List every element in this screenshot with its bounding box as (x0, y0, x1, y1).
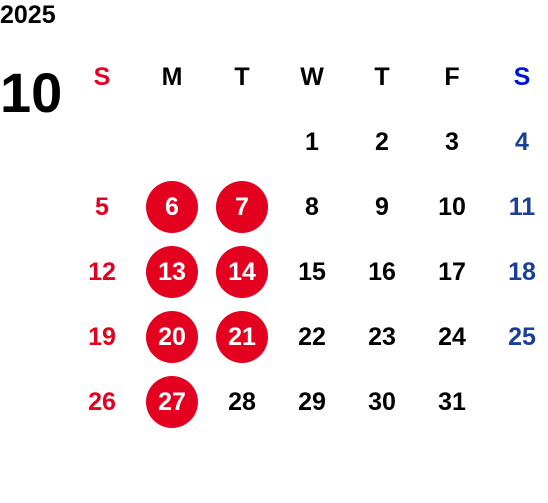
year-label: 2025 (0, 1, 56, 29)
calendar-day[interactable]: 2 (347, 110, 417, 175)
day-number: 6 (165, 193, 179, 221)
day-number: 4 (515, 128, 529, 156)
calendar-day[interactable]: 31 (417, 370, 487, 435)
day-number: 10 (438, 193, 466, 221)
calendar-day[interactable]: 30 (347, 370, 417, 435)
weekday-label: S (93, 63, 111, 91)
day-number: 22 (298, 323, 326, 351)
day-number: 30 (368, 388, 396, 416)
calendar-day[interactable]: 16 (347, 240, 417, 305)
calendar-day[interactable]: 22 (277, 305, 347, 370)
calendar-day[interactable]: 28 (207, 370, 277, 435)
day-number: 3 (445, 128, 459, 156)
holiday-circle (216, 246, 268, 298)
weekday-label: M (161, 63, 183, 91)
day-number: 5 (95, 193, 109, 221)
day-number: 31 (438, 388, 466, 416)
weekday-header: S (487, 45, 548, 110)
calendar-day[interactable]: 9 (347, 175, 417, 240)
weekday-label: F (444, 63, 460, 91)
calendar-day[interactable]: 6 (137, 175, 207, 240)
holiday-circle (146, 376, 198, 428)
calendar-day[interactable]: 15 (277, 240, 347, 305)
day-number: 25 (508, 323, 536, 351)
weekday-header: W (277, 45, 347, 110)
calendar-day[interactable]: 24 (417, 305, 487, 370)
calendar-day[interactable]: 26 (67, 370, 137, 435)
day-number: 8 (305, 193, 319, 221)
holiday-circle (146, 246, 198, 298)
calendar-day[interactable]: 19 (67, 305, 137, 370)
calendar-day[interactable]: 13 (137, 240, 207, 305)
day-number: 12 (88, 258, 116, 286)
calendar-day[interactable]: 23 (347, 305, 417, 370)
calendar-day[interactable]: 27 (137, 370, 207, 435)
weekday-header: F (417, 45, 487, 110)
holiday-circle (146, 311, 198, 363)
day-number: 18 (508, 258, 536, 286)
day-number: 27 (158, 388, 186, 416)
day-number: 2 (375, 128, 389, 156)
day-number: 17 (438, 258, 466, 286)
calendar-day[interactable]: 10 (417, 175, 487, 240)
calendar-day[interactable]: 29 (277, 370, 347, 435)
month-number: 10 (0, 61, 63, 124)
day-number: 7 (235, 193, 249, 221)
day-number: 19 (88, 323, 116, 351)
day-number: 13 (158, 258, 186, 286)
day-number: 11 (508, 193, 536, 221)
weekday-label: T (374, 63, 390, 91)
weekday-label: T (234, 63, 250, 91)
calendar-day[interactable]: 20 (137, 305, 207, 370)
day-number: 15 (298, 258, 326, 286)
holiday-circle (216, 311, 268, 363)
calendar-day[interactable]: 5 (67, 175, 137, 240)
weekday-header: T (347, 45, 417, 110)
calendar-day[interactable]: 25 (487, 305, 548, 370)
calendar-day[interactable]: 3 (417, 110, 487, 175)
day-number: 14 (228, 258, 256, 286)
holiday-circle (146, 181, 198, 233)
calendar-day[interactable]: 18 (487, 240, 548, 305)
day-number: 28 (228, 388, 256, 416)
day-number: 21 (228, 323, 256, 351)
holiday-circle (216, 181, 268, 233)
calendar-day[interactable]: 8 (277, 175, 347, 240)
calendar-day[interactable]: 11 (487, 175, 548, 240)
day-number: 1 (305, 128, 319, 156)
weekday-header: T (207, 45, 277, 110)
calendar-day[interactable]: 14 (207, 240, 277, 305)
weekday-header: M (137, 45, 207, 110)
calendar-day[interactable]: 7 (207, 175, 277, 240)
weekday-label: W (300, 63, 324, 91)
calendar-day[interactable]: 21 (207, 305, 277, 370)
day-number: 20 (158, 323, 186, 351)
day-number: 16 (368, 258, 396, 286)
weekday-label: S (513, 63, 531, 91)
day-number: 26 (88, 388, 116, 416)
day-number: 24 (438, 323, 466, 351)
day-number: 23 (368, 323, 396, 351)
calendar-day[interactable]: 1 (277, 110, 347, 175)
weekday-header: S (67, 45, 137, 110)
calendar-day[interactable]: 12 (67, 240, 137, 305)
day-number: 29 (298, 388, 326, 416)
day-number: 9 (375, 193, 389, 221)
calendar-day[interactable]: 4 (487, 110, 548, 175)
calendar-day[interactable]: 17 (417, 240, 487, 305)
